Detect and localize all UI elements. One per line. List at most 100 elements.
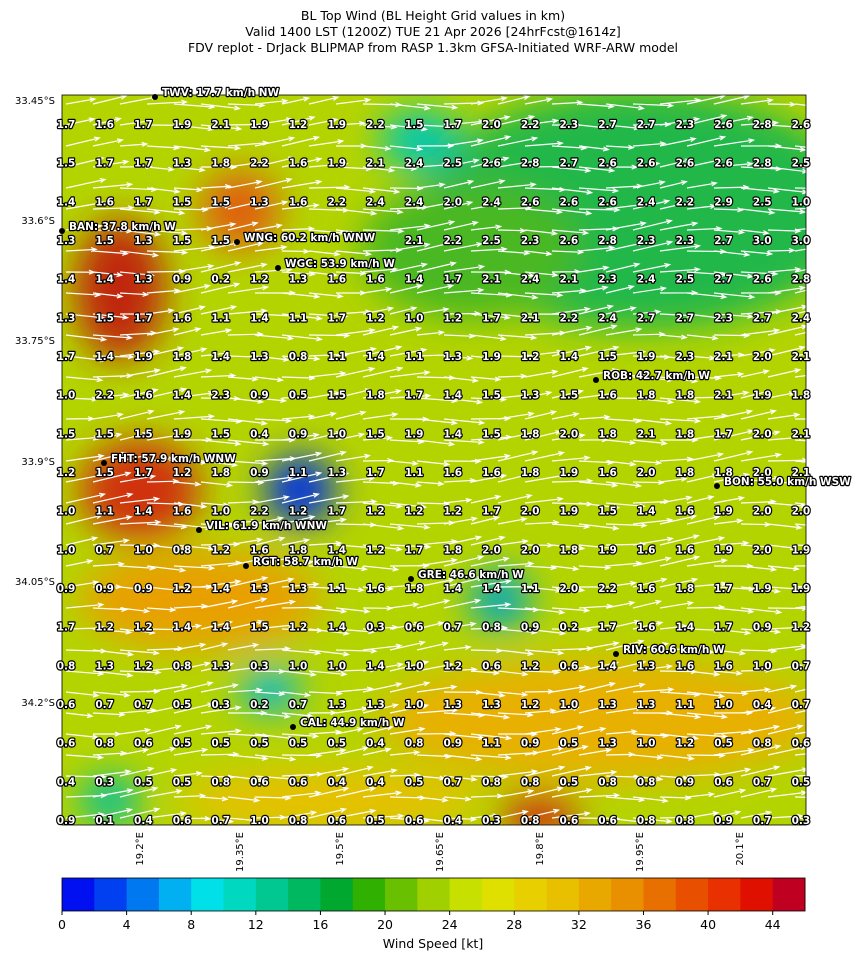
grid-value: 0.9	[57, 583, 76, 595]
wind-arrow	[443, 158, 480, 168]
wind-arrow	[362, 435, 394, 441]
wind-arrow	[470, 473, 508, 483]
grid-value: 1.8	[676, 428, 695, 440]
wind-arrow	[254, 200, 289, 210]
wind-arrow	[362, 502, 404, 509]
grid-value: 2.6	[521, 196, 540, 208]
wind-arrow	[686, 181, 718, 189]
grid-value: 2.5	[753, 196, 772, 208]
wind-arrow	[659, 600, 695, 609]
grid-value: 2.2	[250, 158, 269, 170]
wind-arrow	[65, 580, 100, 588]
grid-value: 1.6	[598, 467, 617, 479]
grid-value: 0.6	[714, 776, 733, 788]
wind-arrow	[227, 376, 259, 382]
grid-value: 1.0	[405, 699, 424, 711]
wind-arrow	[713, 788, 747, 798]
grid-value: 1.2	[521, 699, 540, 711]
wind-arrow	[281, 538, 311, 546]
wind-arrow	[551, 455, 591, 462]
grid-value: 1.6	[173, 312, 192, 324]
wind-arrow	[578, 660, 620, 672]
wind-arrow	[497, 789, 535, 798]
grid-value: 0.5	[173, 738, 192, 750]
grid-value: 1.3	[289, 583, 308, 595]
wind-arrow	[146, 456, 176, 462]
wind-arrow	[308, 313, 349, 319]
wind-arrow	[389, 393, 432, 399]
grid-value: 1.9	[560, 467, 579, 479]
colorbar-bin	[94, 878, 128, 911]
grid-value: 1.9	[327, 119, 346, 131]
grid-value: 1.7	[482, 312, 501, 324]
grid-value: 2.0	[521, 506, 540, 518]
grid-value: 2.0	[560, 583, 579, 595]
wind-arrow	[65, 754, 105, 760]
wind-arrow	[632, 460, 663, 466]
wind-arrow	[605, 682, 646, 693]
wind-arrow	[524, 410, 558, 420]
wind-arrow	[794, 605, 806, 609]
wind-arrow	[227, 201, 257, 210]
grid-values: 1.7 1.6 1.7 1.9 2.1 1.9 1.2 1.9 2.2 1.5 1.7 2.0 2.2 2…	[55, 118, 811, 828]
grid-value: 1.8	[405, 583, 424, 595]
wind-arrow	[713, 207, 745, 213]
wind-arrow	[281, 810, 318, 819]
wind-arrow	[686, 473, 719, 483]
wind-arrow	[578, 726, 607, 735]
wind-arrow	[146, 99, 189, 105]
grid-value: 1.3	[134, 274, 153, 286]
colorbar-bin	[772, 878, 806, 911]
grid-value: 2.0	[482, 119, 501, 131]
station-label: ROB: 42.7 km/h W	[603, 370, 710, 382]
wind-arrow	[497, 373, 528, 379]
wind-arrow	[524, 140, 564, 147]
wind-arrow	[632, 817, 673, 824]
wind-arrow	[740, 724, 781, 735]
wind-arrow	[659, 200, 694, 210]
grid-value: 0.9	[95, 583, 114, 595]
wind-arrow	[443, 287, 485, 294]
station-label: CAL: 44.9 km/h W	[300, 717, 405, 729]
wind-arrow	[227, 499, 260, 505]
grid-value: 0.6	[560, 815, 579, 827]
wind-arrow	[578, 207, 621, 213]
wind-arrow	[281, 712, 314, 719]
grid-value: 1.0	[211, 506, 230, 518]
wind-arrow	[65, 536, 99, 546]
wind-arrow	[146, 433, 182, 441]
wind-arrow	[470, 712, 511, 720]
grid-value: 1.6	[637, 583, 656, 595]
wind-arrow	[92, 451, 128, 462]
wind-arrow	[794, 187, 806, 189]
wind-arrow	[65, 812, 105, 819]
wind-arrow	[227, 597, 268, 609]
wind-arrow	[605, 729, 638, 735]
grid-value: 1.6	[637, 622, 656, 634]
wind-arrow	[551, 586, 586, 593]
colorbar-bin	[643, 878, 677, 911]
wind-arrow	[416, 307, 450, 315]
grid-value: 0.4	[753, 699, 772, 711]
wind-arrow	[389, 306, 418, 315]
grid-value: 2.3	[560, 119, 579, 131]
wind-arrow	[254, 418, 293, 424]
wind-arrow	[362, 389, 403, 399]
wind-arrow	[632, 664, 674, 672]
wind-arrow	[551, 725, 584, 735]
wind-arrow	[389, 481, 423, 488]
wind-arrow	[281, 292, 321, 299]
wind-arrow	[524, 745, 565, 756]
grid-value: 2.4	[366, 196, 385, 208]
lat-label: 34.05°S	[15, 577, 55, 588]
wind-arrow	[659, 267, 701, 273]
wind-arrow	[416, 775, 447, 781]
wind-arrow	[146, 811, 187, 819]
wind-arrow	[362, 703, 400, 714]
wind-arrow	[65, 492, 107, 504]
wind-arrow	[578, 544, 617, 551]
grid-value: 1.2	[57, 467, 76, 479]
wind-arrow	[227, 418, 268, 426]
wind-arrow	[200, 103, 242, 111]
station-label: RGT: 58.7 km/h W	[253, 556, 358, 568]
